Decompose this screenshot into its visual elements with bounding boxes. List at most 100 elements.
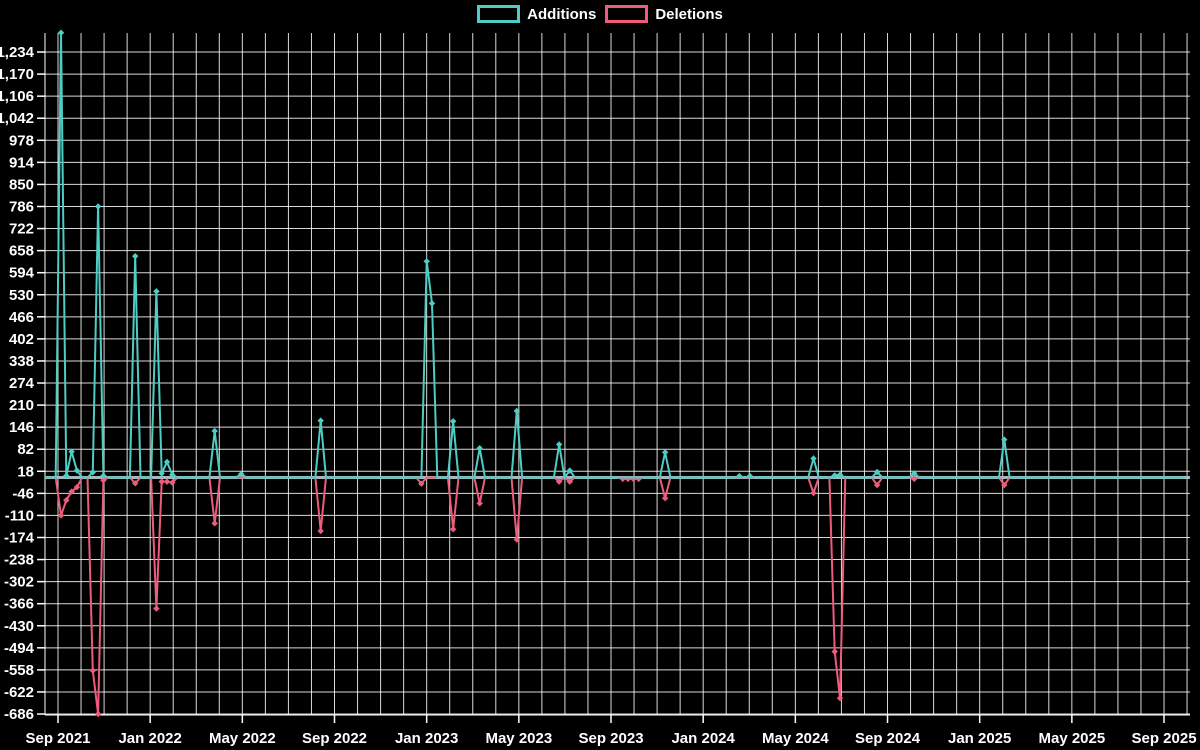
data-point-marker [1001,436,1008,443]
data-point-marker [831,472,838,479]
data-point-marker [158,478,165,485]
x-tick-label: Sep 2024 [855,730,921,747]
data-point-marker [73,483,81,491]
y-tick-label: -238 [4,552,34,569]
data-point-marker [317,527,324,535]
y-tick-label: 1,170 [0,66,34,83]
data-point-marker [449,526,457,533]
y-tick-label: 594 [9,265,35,282]
x-tick-label: Jan 2022 [118,730,181,747]
x-tick-label: Jan 2024 [671,730,735,747]
y-tick-label: -686 [4,706,34,723]
legend-item-deletions[interactable]: Deletions [605,5,723,23]
data-point-marker [317,417,324,424]
y-tick-label: 146 [9,419,34,436]
y-tick-label: -174 [4,529,35,546]
y-tick-label: 274 [9,375,35,392]
data-point-marker [810,489,817,497]
data-point-marker [566,467,573,474]
y-tick-label: 466 [9,309,34,326]
data-point-marker [661,449,669,456]
data-point-marker [476,444,483,452]
y-tick-label: 978 [9,132,34,149]
data-point-marker [94,710,102,718]
data-point-marker [100,472,107,479]
y-tick-label: 18 [17,463,34,480]
data-point-marker [423,258,430,265]
data-point-marker [555,441,563,448]
y-tick-label: 402 [9,331,34,348]
data-point-marker [449,418,457,425]
legend-label-additions: Additions [527,5,597,23]
x-tick-labels: Sep 2021 Jan 2022 May 2022 Sep 2022 Jan 2023… [25,730,1196,747]
data-point-marker [211,427,218,435]
y-tick-label: 1,042 [0,110,34,127]
y-tick-label: 82 [17,441,34,458]
data-point-marker [211,520,218,527]
y-tick-label: 850 [9,176,34,193]
x-tick-label: Jan 2025 [948,730,1011,747]
y-tick-label: 338 [9,353,34,370]
data-point-marker [163,458,171,466]
data-point-marker [169,479,176,486]
data-point-marker [163,478,171,485]
x-tick-label: May 2024 [762,730,829,747]
x-tick-label: May 2023 [485,730,552,747]
data-point-marker [57,29,65,36]
data-point-marker [153,288,160,295]
y-tick-label: -302 [4,574,34,591]
data-point-marker [428,300,436,307]
data-point-marker [513,536,520,543]
y-tick-label: 1,234 [0,44,35,61]
y-tick-label: 658 [9,243,34,260]
y-gridlines [45,51,1190,715]
data-point-marker [418,480,425,487]
x-tick-label: May 2022 [209,730,276,747]
legend: Additions Deletions [0,5,1200,23]
x-tick-label: Sep 2023 [578,730,643,747]
axes [37,33,1190,723]
data-point-marker [736,472,743,480]
data-point-marker [63,472,70,479]
x-gridlines [57,33,1188,715]
data-point-marker [169,471,176,478]
x-tick-label: Jan 2023 [395,730,458,747]
y-tick-label: -46 [12,485,34,502]
data-point-marker [810,455,817,462]
y-tick-labels: 1,234 1,170 1,106 1,042 978 914 850 786 722 658 59… [0,44,35,723]
y-tick-label: 786 [9,198,34,215]
data-point-marker [63,497,70,504]
y-tick-label: -366 [4,596,34,613]
data-point-marker [566,478,573,485]
y-tick-label: -494 [4,640,35,657]
data-point-marker [910,475,918,483]
y-tick-label: -558 [4,662,34,679]
data-point-marker [238,470,245,478]
y-tick-label: 210 [9,397,34,414]
data-point-marker [100,477,107,484]
x-tick-label: Sep 2022 [302,730,367,747]
data-point-marker [68,488,75,495]
y-tick-label: -430 [4,618,34,635]
data-point-marker [910,470,918,477]
data-point-marker [57,512,65,519]
x-tick-label: Sep 2021 [25,730,90,747]
legend-label-deletions: Deletions [655,5,723,23]
data-point-marker [153,605,160,612]
data-point-marker [836,694,844,702]
y-tick-label: -110 [5,507,34,524]
data-point-marker [158,470,165,477]
data-point-marker [89,469,97,476]
data-point-marker [132,252,139,260]
y-tick-label: 1,106 [0,88,34,105]
legend-item-additions[interactable]: Additions [477,5,596,23]
data-point-marker [89,667,97,674]
data-point-marker [68,448,75,455]
additions-series [45,29,1185,480]
data-point-marker [94,203,102,210]
deletions-swatch-icon [605,5,649,23]
deletions-series [45,475,1185,718]
data-point-marker [1001,481,1008,489]
